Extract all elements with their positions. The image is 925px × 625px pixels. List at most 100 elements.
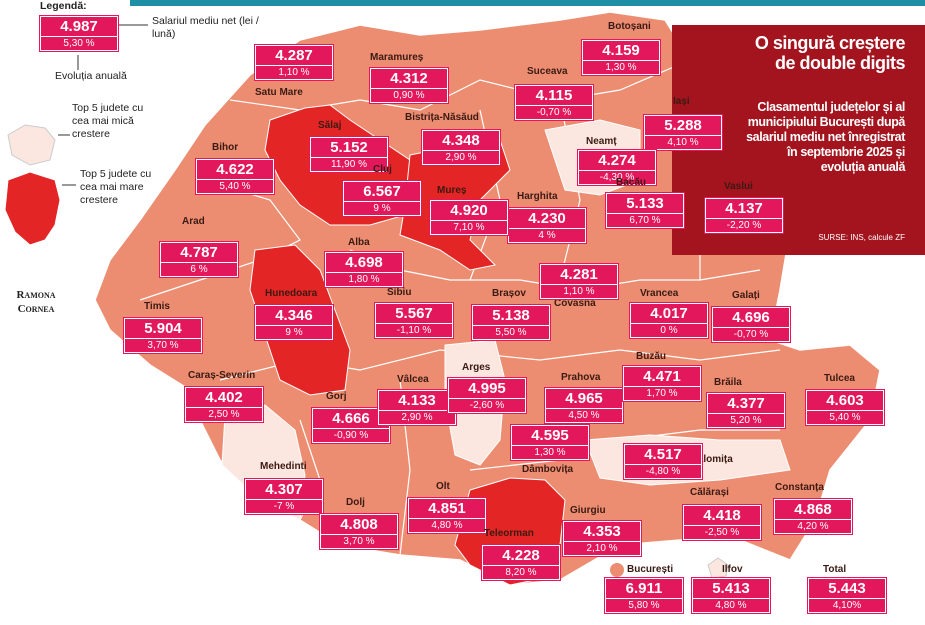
- county-box: 4.353 2,10 %: [563, 521, 641, 556]
- county-salary: 4.851: [409, 499, 485, 519]
- county-change: 5,50 %: [495, 327, 527, 338]
- county-name: Covasna: [554, 298, 596, 309]
- legend-arrows: [58, 24, 148, 186]
- county-name: Satu Mare: [255, 87, 303, 98]
- county-salary: 4.965: [546, 389, 622, 409]
- county-change: 0 %: [660, 325, 678, 336]
- county-change: 1,10 %: [563, 286, 595, 297]
- county-salary: 4.017: [631, 304, 707, 324]
- county-salary: 4.281: [541, 265, 617, 285]
- county-name: București: [627, 564, 674, 575]
- county-change: 4,80 %: [431, 520, 463, 531]
- county-change: 5,20 %: [730, 415, 762, 426]
- county-box: 4.868 4,20 %: [774, 499, 852, 534]
- county-name: Călărași: [690, 487, 729, 498]
- county-salary: 4.228: [483, 546, 559, 566]
- county-change: 5,80 %: [628, 600, 660, 611]
- county-name: Bacău: [616, 177, 647, 188]
- county-change: 9 %: [373, 203, 391, 214]
- county-change: -2,20 %: [726, 220, 762, 231]
- county-salary: 4.920: [431, 201, 507, 221]
- county-salary: 4.287: [256, 46, 332, 66]
- county-salary: 4.307: [246, 480, 322, 500]
- county-change: 4,20 %: [797, 521, 829, 532]
- legend-sample-salary: 4.987: [41, 17, 117, 37]
- legend-title: Legendă:: [40, 0, 87, 12]
- county-salary: 4.402: [186, 388, 262, 408]
- county-salary: 6.567: [344, 182, 420, 202]
- county-salary: 5.133: [607, 194, 683, 214]
- county-salary: 4.622: [197, 160, 273, 180]
- county-change: 4,50 %: [568, 410, 600, 421]
- county-name: Sibiu: [387, 287, 412, 298]
- county-box: 5.443 4,10%: [808, 578, 886, 613]
- county-name: Harghita: [517, 191, 558, 202]
- county-name: Iași: [673, 96, 690, 107]
- county-box: 5.138 5,50 %: [472, 305, 550, 340]
- county-box: 4.666 -0,90 %: [312, 408, 390, 443]
- county-box: 4.471 1,70 %: [623, 366, 701, 401]
- county-salary: 4.808: [321, 515, 397, 535]
- county-box: 5.152 11,90 %: [310, 137, 388, 172]
- county-change: 5,40 %: [829, 412, 861, 423]
- county-change: 5,40 %: [219, 181, 251, 192]
- panel-text: Clasamentul județelor și al municipiului…: [746, 100, 905, 174]
- county-change: -7 %: [273, 501, 295, 512]
- legend-salary-label: Salariul mediu net (lei / lună): [152, 15, 259, 40]
- county-box: 4.418 -2,50 %: [683, 505, 761, 540]
- county-salary: 4.698: [326, 253, 402, 273]
- county-box: 6.567 9 %: [343, 181, 421, 216]
- county-box: 4.595 1,30 %: [511, 425, 589, 460]
- county-salary: 4.603: [807, 391, 883, 411]
- county-salary: 5.443: [809, 579, 885, 599]
- county-name: Cluj: [373, 164, 392, 175]
- county-name: Mureș: [437, 185, 467, 196]
- county-name: Dolj: [346, 497, 365, 508]
- county-name: Olt: [436, 481, 450, 492]
- county-change: -2,60 %: [469, 400, 505, 411]
- county-change: -2,50 %: [704, 527, 740, 538]
- county-box: 4.133 2,90 %: [378, 390, 456, 425]
- county-box: 5.904 3,70 %: [124, 318, 202, 353]
- county-box: 4.281 1,10 %: [540, 264, 618, 299]
- county-box: 4.787 6 %: [160, 242, 238, 277]
- county-salary: 4.230: [509, 209, 585, 229]
- county-salary: 4.346: [256, 306, 332, 326]
- county-name: Hunedoara: [265, 288, 318, 299]
- county-name: Bihor: [212, 142, 239, 153]
- county-name: Teleorman: [484, 528, 534, 539]
- county-salary: 4.595: [512, 426, 588, 446]
- panel-title: O singură creștere de double digits: [754, 33, 906, 73]
- county-salary: 4.517: [625, 445, 701, 465]
- county-change: 0,90 %: [393, 90, 425, 101]
- county-box: 4.312 0,90 %: [370, 68, 448, 103]
- county-name: Arges: [462, 362, 491, 373]
- county-change: 2,90 %: [445, 152, 477, 163]
- county-name: Timis: [144, 301, 170, 312]
- county-change: -1,10 %: [396, 325, 432, 336]
- county-box: 4.346 9 %: [255, 305, 333, 340]
- county-name: Botoșani: [608, 21, 651, 32]
- county-salary: 5.904: [125, 319, 201, 339]
- county-box: 5.567 -1,10 %: [375, 303, 453, 338]
- county-name: Ialomița: [695, 454, 733, 465]
- county-name: Total: [823, 564, 847, 575]
- county-salary: 4.348: [423, 131, 499, 151]
- county-name: Prahova: [561, 372, 601, 383]
- county-box: 4.920 7,10 %: [430, 200, 508, 235]
- county-name: Caraș-Severin: [188, 370, 256, 381]
- author: Ramona Cornea: [16, 289, 56, 315]
- county-box: 4.377 5,20 %: [707, 393, 785, 428]
- county-change: 4,80 %: [715, 600, 747, 611]
- county-box: 4.159 1,30 %: [582, 40, 660, 75]
- county-box: 4.137 -2,20 %: [705, 198, 783, 233]
- county-box: 4.017 0 %: [630, 303, 708, 338]
- county-change: 2,90 %: [401, 412, 433, 423]
- legend-ilfov-icon: [707, 557, 729, 579]
- county-name: Tulcea: [824, 373, 855, 384]
- county-salary: 5.567: [376, 304, 452, 324]
- county-salary: 4.418: [684, 506, 760, 526]
- county-box: 4.603 5,40 %: [806, 390, 884, 425]
- county-box: 4.965 4,50 %: [545, 388, 623, 423]
